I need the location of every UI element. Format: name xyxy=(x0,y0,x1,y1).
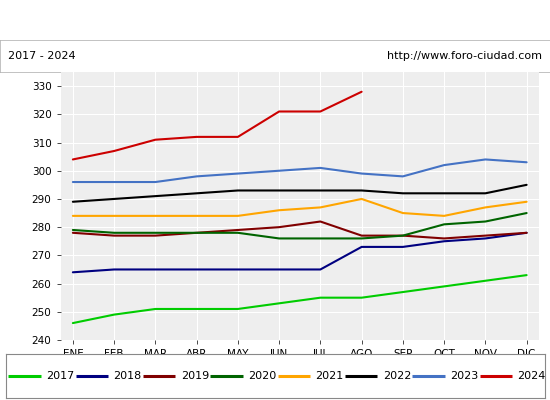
Text: 2020: 2020 xyxy=(248,371,276,381)
Text: 2022: 2022 xyxy=(383,371,411,381)
Text: 2017 - 2024: 2017 - 2024 xyxy=(8,51,76,61)
Text: 2018: 2018 xyxy=(113,371,141,381)
Text: Evolucion num de emigrantes en Alhaurin el Grande: Evolucion num de emigrantes en Alhaurin … xyxy=(82,12,468,28)
Text: 2019: 2019 xyxy=(180,371,209,381)
Text: 2017: 2017 xyxy=(46,371,74,381)
Text: 2024: 2024 xyxy=(518,371,546,381)
Text: http://www.foro-ciudad.com: http://www.foro-ciudad.com xyxy=(387,51,542,61)
Text: 2021: 2021 xyxy=(315,371,344,381)
Text: 2023: 2023 xyxy=(450,371,478,381)
